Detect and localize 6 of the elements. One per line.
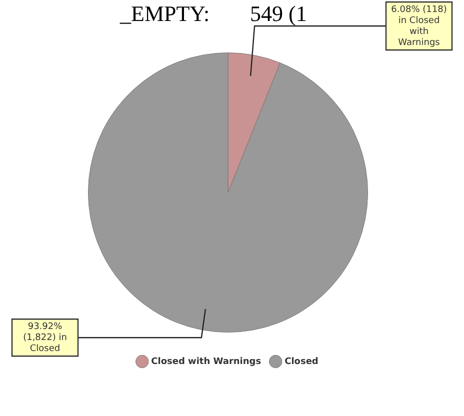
legend-label: Closed xyxy=(284,356,318,367)
text: _EMPTY: xyxy=(119,0,210,26)
data-label: 93.92% (1,822) in Closed xyxy=(23,322,67,354)
text: 549 (1 xyxy=(250,0,307,26)
legend-label: Closed with Warnings xyxy=(151,356,262,367)
data-label: 6.08% (118) in Closed with Warnings xyxy=(391,4,447,48)
